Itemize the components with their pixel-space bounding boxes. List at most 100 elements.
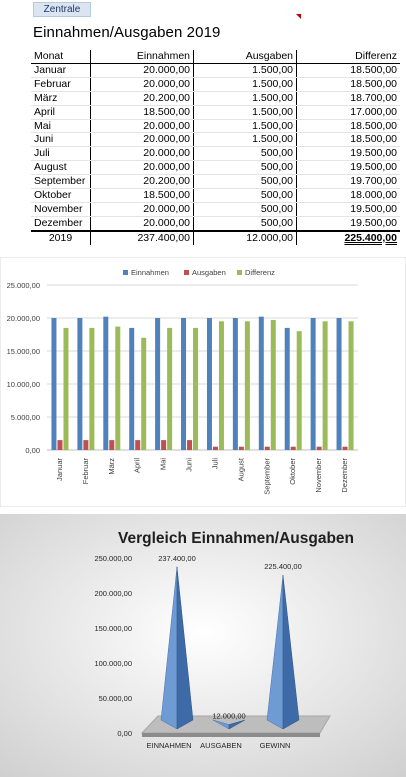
differenz-cell[interactable]: 17.000,00 (296, 105, 400, 120)
bar-einnahmen-februar (77, 318, 83, 450)
ausgaben-cell[interactable]: 500,00 (193, 146, 297, 162)
totals-differenz: 225.400,00 (296, 229, 400, 245)
differenz-cell[interactable]: 19.500,00 (296, 202, 400, 217)
month-cell[interactable]: Januar (31, 63, 91, 78)
y-tick-label: 20.000,00 (7, 314, 40, 323)
totals-einnahmen: 237.400,00 (90, 229, 194, 245)
bar-einnahmen-juli (206, 318, 212, 450)
income-expense-table: Monat Einnahmen Ausgaben Differenz Janua… (31, 50, 400, 245)
month-cell[interactable]: Mai (31, 119, 91, 134)
x-tick-label: September (262, 457, 271, 494)
pyramid-right-face (282, 575, 300, 730)
differenz-cell[interactable]: 19.700,00 (296, 174, 400, 190)
totals-row: 2019 237.400,00 12.000,00 225.400,00 (31, 229, 400, 245)
table-row: Juli 20.000,00 500,00 19.500,00 (31, 146, 400, 162)
column-header-differenz: Differenz (296, 50, 400, 64)
ausgaben-cell[interactable]: 1.500,00 (193, 91, 297, 106)
pyramid-right-face (228, 719, 246, 730)
ausgaben-cell[interactable]: 500,00 (193, 202, 297, 217)
y-tick-label: 25.000,00 (7, 281, 40, 290)
table-row: Mai 20.000,00 1.500,00 18.500,00 (31, 119, 400, 134)
x-tick-label: Februar (81, 458, 90, 485)
ausgaben-cell[interactable]: 1.500,00 (193, 105, 297, 120)
bar-einnahmen-august (232, 318, 238, 450)
month-cell[interactable]: März (31, 91, 91, 106)
bar-einnahmen-april (129, 327, 135, 450)
einnahmen-cell[interactable]: 20.000,00 (90, 216, 194, 232)
differenz-cell[interactable]: 19.500,00 (296, 146, 400, 162)
einnahmen-cell[interactable]: 20.000,00 (90, 77, 194, 92)
bar-einnahmen-märz (103, 316, 109, 450)
month-cell[interactable]: August (31, 160, 91, 176)
data-label: 12.000,00 (212, 712, 245, 721)
differenz-cell[interactable]: 19.500,00 (296, 216, 400, 232)
bar-ausgaben-oktober (290, 446, 296, 450)
comment-indicator[interactable] (296, 14, 301, 19)
table-row: April 18.500,00 1.500,00 17.000,00 (31, 105, 400, 120)
month-cell[interactable]: Oktober (31, 188, 91, 203)
differenz-cell[interactable]: 18.500,00 (296, 132, 400, 148)
x-tick-label: Dezember (340, 458, 349, 493)
chart-floor-edge (142, 733, 320, 737)
differenz-cell[interactable]: 19.500,00 (296, 160, 400, 176)
einnahmen-cell[interactable]: 20.200,00 (90, 174, 194, 190)
totals-year: 2019 (31, 229, 91, 245)
ausgaben-cell[interactable]: 500,00 (193, 216, 297, 232)
bar-differenz-juli (218, 321, 224, 450)
table-row: März 20.200,00 1.500,00 18.700,00 (31, 91, 400, 106)
y-tick-label: 200.000,00 (94, 589, 132, 598)
sheet-tab-zentrale[interactable]: Zentrale (33, 2, 91, 17)
einnahmen-cell[interactable]: 20.000,00 (90, 160, 194, 176)
differenz-cell[interactable]: 18.500,00 (296, 63, 400, 78)
bar-differenz-november (322, 321, 328, 450)
bar-ausgaben-september (264, 446, 270, 450)
table-row: Dezember 20.000,00 500,00 19.500,00 (31, 216, 400, 232)
einnahmen-cell[interactable]: 20.000,00 (90, 202, 194, 217)
differenz-cell[interactable]: 18.500,00 (296, 119, 400, 134)
einnahmen-cell[interactable]: 20.000,00 (90, 146, 194, 162)
x-tick-label: EINNAHMEN (146, 741, 191, 750)
differenz-cell[interactable]: 18.700,00 (296, 91, 400, 106)
comparison-pyramid-chart[interactable]: Vergleich Einnahmen/Ausgaben 0,00 50.000,0… (0, 514, 406, 777)
month-cell[interactable]: Juli (31, 146, 91, 162)
bar-ausgaben-juli (212, 446, 218, 450)
bar-differenz-januar (63, 327, 69, 450)
column-header-ausgaben: Ausgaben (193, 50, 297, 64)
x-tick-label: März (107, 458, 116, 475)
sheet-title: Einnahmen/Ausgaben 2019 (33, 24, 221, 41)
month-cell[interactable]: September (31, 174, 91, 190)
ausgaben-cell[interactable]: 500,00 (193, 160, 297, 176)
differenz-cell[interactable]: 18.500,00 (296, 77, 400, 92)
bar-ausgaben-april (135, 440, 141, 450)
month-cell[interactable]: Juni (31, 132, 91, 148)
ausgaben-cell[interactable]: 500,00 (193, 188, 297, 203)
table-header-row: Monat Einnahmen Ausgaben Differenz (31, 50, 400, 64)
ausgaben-cell[interactable]: 1.500,00 (193, 132, 297, 148)
month-cell[interactable]: Februar (31, 77, 91, 92)
bar-einnahmen-juni (181, 318, 187, 450)
month-cell[interactable]: April (31, 105, 91, 120)
bar-differenz-august (244, 321, 250, 450)
bar-differenz-märz (115, 326, 121, 450)
ausgaben-cell[interactable]: 1.500,00 (193, 119, 297, 134)
bar-ausgaben-dezember (342, 446, 348, 450)
ausgaben-cell[interactable]: 1.500,00 (193, 63, 297, 78)
ausgaben-cell[interactable]: 500,00 (193, 174, 297, 190)
einnahmen-cell[interactable]: 20.200,00 (90, 91, 194, 106)
y-tick-label: 10.000,00 (7, 380, 40, 389)
table-row: Juni 20.000,00 1.500,00 18.500,00 (31, 132, 400, 148)
month-cell[interactable]: November (31, 202, 91, 217)
legend-swatch (237, 270, 242, 275)
einnahmen-cell[interactable]: 20.000,00 (90, 63, 194, 78)
month-cell[interactable]: Dezember (31, 216, 91, 232)
differenz-cell[interactable]: 18.000,00 (296, 188, 400, 203)
einnahmen-cell[interactable]: 18.500,00 (90, 105, 194, 120)
bar-differenz-dezember (348, 321, 354, 450)
ausgaben-cell[interactable]: 1.500,00 (193, 77, 297, 92)
einnahmen-cell[interactable]: 20.000,00 (90, 132, 194, 148)
einnahmen-cell[interactable]: 20.000,00 (90, 119, 194, 134)
bar-differenz-oktober (296, 331, 302, 450)
monthly-bar-chart[interactable]: 0,00 5.000,00 10.000,00 15.000,00 20.000,00 2… (0, 257, 406, 507)
x-tick-label: GEWINN (260, 741, 291, 750)
einnahmen-cell[interactable]: 18.500,00 (90, 188, 194, 203)
